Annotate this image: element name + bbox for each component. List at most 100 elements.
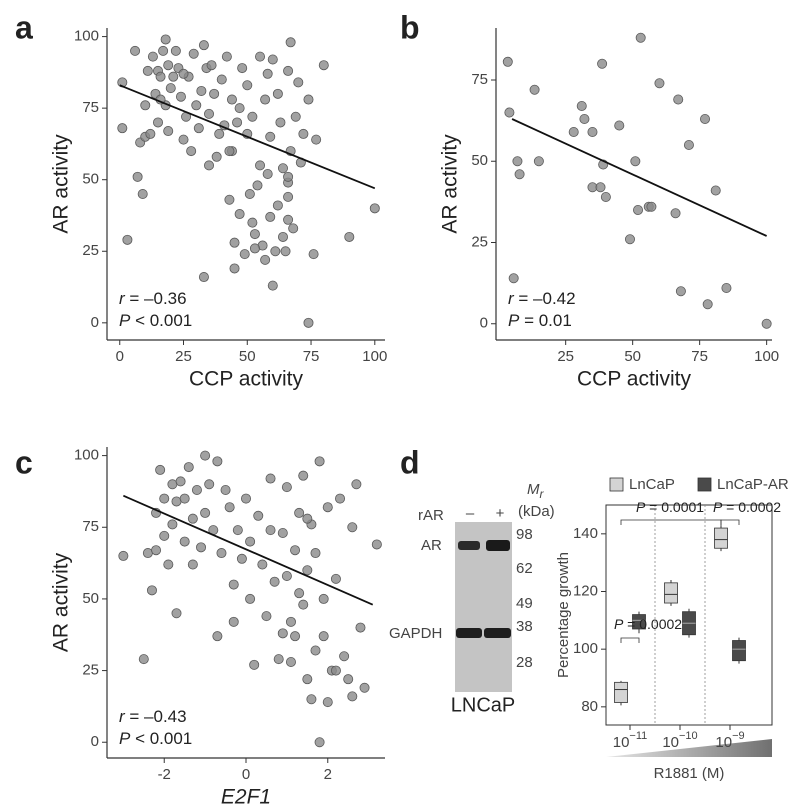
- y-tick-label: 120: [573, 582, 598, 599]
- point: [160, 34, 171, 45]
- point: [209, 88, 220, 99]
- y-tick-label: 75: [82, 99, 99, 116]
- point: [253, 510, 264, 521]
- point: [216, 74, 227, 85]
- point: [204, 160, 215, 171]
- point: [265, 473, 276, 484]
- point: [165, 83, 176, 94]
- marker-label: 38: [516, 618, 533, 635]
- point: [260, 94, 271, 105]
- point: [224, 502, 235, 513]
- point: [371, 539, 382, 550]
- point: [232, 525, 243, 536]
- point: [646, 201, 657, 212]
- point: [654, 78, 665, 89]
- point: [330, 573, 341, 584]
- point: [290, 631, 301, 642]
- x-tick-label: 75: [691, 348, 708, 365]
- point: [283, 214, 294, 225]
- point: [310, 645, 321, 656]
- point: [159, 493, 170, 504]
- point: [212, 456, 223, 467]
- stat-text: = 0.0002: [623, 616, 682, 632]
- stat-annotation: r = –0.43: [119, 707, 187, 726]
- point: [303, 317, 314, 328]
- significance-label: P = 0.0002: [614, 616, 682, 632]
- point: [193, 123, 204, 134]
- point: [229, 237, 240, 248]
- point: [283, 191, 294, 202]
- stat-text: = 0.01: [519, 311, 571, 330]
- point: [267, 54, 278, 65]
- y-axis-label: AR activity: [439, 134, 462, 234]
- point: [624, 234, 635, 245]
- x-tick-label: 75: [303, 348, 320, 365]
- point: [198, 272, 209, 283]
- point: [298, 128, 309, 139]
- point: [673, 94, 684, 105]
- point: [229, 263, 240, 274]
- stat-text: = –0.42: [514, 289, 576, 308]
- point: [155, 71, 166, 82]
- x-tick-label: 2: [324, 766, 332, 783]
- point: [252, 180, 263, 191]
- point: [132, 171, 143, 182]
- point: [318, 593, 329, 604]
- panel-letter: c: [15, 444, 33, 480]
- blot-lane: +: [496, 505, 505, 522]
- point: [351, 479, 362, 490]
- point: [196, 542, 207, 553]
- y-tick-label: 50: [82, 590, 99, 607]
- stat-symbol: P: [508, 311, 520, 330]
- point: [226, 94, 237, 105]
- x-tick-label: 50: [239, 348, 256, 365]
- point: [179, 536, 190, 547]
- point: [273, 654, 284, 665]
- point: [236, 553, 247, 564]
- point: [579, 114, 590, 125]
- point: [298, 599, 309, 610]
- point: [249, 659, 260, 670]
- plot-frame: [605, 504, 773, 726]
- dose-gradient: [606, 739, 772, 757]
- point: [200, 507, 211, 518]
- point: [255, 51, 266, 62]
- point: [277, 163, 288, 174]
- point: [310, 548, 321, 559]
- blot-band: [484, 628, 511, 638]
- point: [576, 101, 587, 112]
- point: [314, 737, 325, 748]
- point: [533, 156, 544, 167]
- point: [700, 114, 711, 125]
- point: [168, 71, 179, 82]
- stat-annotation: P = 0.01: [508, 311, 572, 330]
- significance-label: P = 0.0002: [713, 499, 781, 515]
- point: [155, 464, 166, 475]
- blot-band: [486, 540, 510, 551]
- point: [163, 559, 174, 570]
- point: [710, 185, 721, 196]
- panel-letter: d: [400, 444, 420, 480]
- stat-symbol: r: [119, 707, 126, 726]
- point: [285, 37, 296, 48]
- box: [732, 640, 746, 662]
- point: [283, 65, 294, 76]
- point: [288, 223, 299, 234]
- point: [249, 243, 260, 254]
- point: [344, 231, 355, 242]
- point: [122, 234, 133, 245]
- point: [683, 139, 694, 150]
- y-tick-label: 0: [480, 315, 488, 332]
- point: [228, 616, 239, 627]
- point: [257, 559, 268, 570]
- point: [508, 273, 519, 284]
- point: [242, 80, 253, 91]
- band-label: GAPDH: [389, 625, 442, 642]
- y-axis-label: AR activity: [50, 552, 73, 652]
- x-tick-label: 10−9: [715, 730, 744, 751]
- point: [262, 168, 273, 179]
- point: [633, 204, 644, 215]
- point: [221, 51, 232, 62]
- stat-text: < 0.001: [130, 311, 192, 330]
- y-tick-label: 100: [74, 447, 99, 464]
